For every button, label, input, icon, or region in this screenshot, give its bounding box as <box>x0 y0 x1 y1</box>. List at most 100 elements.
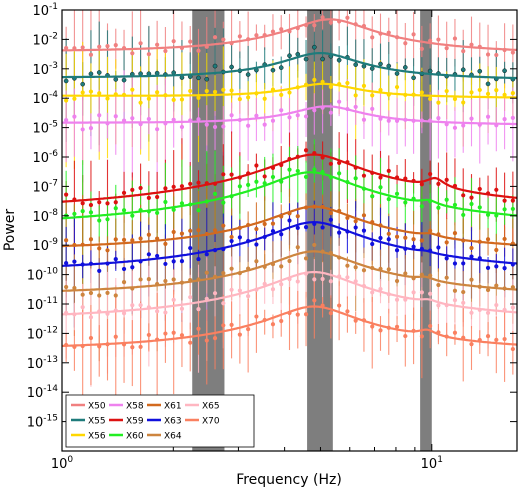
data-point-x70-47 <box>452 330 458 335</box>
data-point-x70-22 <box>246 327 251 332</box>
data-point-x63-21 <box>237 235 242 240</box>
data-point-x60-54 <box>510 206 515 212</box>
data-point-x56-40 <box>394 84 400 90</box>
data-point-x59-44 <box>428 171 433 177</box>
data-point-x60-1 <box>72 211 77 216</box>
data-point-x59-29 <box>303 148 309 153</box>
data-point-x63-45 <box>436 245 441 250</box>
data-point-x70-23 <box>254 314 259 319</box>
y-tick-label: 10-2 <box>32 31 58 48</box>
model-line-x56 <box>62 82 517 99</box>
data-point-x59-49 <box>469 195 474 200</box>
data-point-x60-27 <box>287 167 292 172</box>
y-tick-exponent: -15 <box>43 414 58 424</box>
data-point-x65-30 <box>312 277 317 282</box>
data-point-x58-25 <box>270 118 276 123</box>
data-point-x58-39 <box>386 118 391 123</box>
data-point-x64-0 <box>64 284 69 290</box>
data-point-x63-53 <box>502 265 507 271</box>
data-point-x61-52 <box>494 247 499 253</box>
data-point-x64-49 <box>469 277 474 282</box>
data-point-x50-23 <box>254 33 259 38</box>
data-point-x64-52 <box>494 283 499 288</box>
model-line-x59 <box>62 153 517 203</box>
data-point-x56-2 <box>80 90 85 95</box>
data-point-x63-35 <box>353 225 358 230</box>
data-point-x50-9 <box>138 41 143 46</box>
data-point-x58-51 <box>485 114 491 119</box>
data-point-x64-26 <box>279 264 284 269</box>
data-point-x65-19 <box>221 301 226 306</box>
y-tick-label: 10-13 <box>27 355 58 372</box>
data-point-x59-43 <box>419 182 424 187</box>
data-point-x60-6 <box>113 206 118 211</box>
data-point-x61-10 <box>146 232 151 237</box>
data-point-x58-30 <box>312 108 317 113</box>
data-point-x50-48 <box>461 49 466 54</box>
data-point-x55-18 <box>212 63 218 69</box>
data-point-x50-19 <box>221 37 226 42</box>
y-tick-base: 10 <box>27 357 44 372</box>
data-point-x60-12 <box>163 199 168 205</box>
legend-label-x70: X70 <box>202 417 220 427</box>
data-point-x64-46 <box>444 275 449 280</box>
data-point-x60-49 <box>469 201 474 207</box>
data-point-x50-2 <box>80 45 85 50</box>
y-tick-exponent: -14 <box>43 384 58 394</box>
data-point-x65-11 <box>155 309 160 314</box>
data-point-x50-0 <box>64 45 69 51</box>
data-point-x70-9 <box>138 344 143 349</box>
data-point-x58-24 <box>262 122 267 127</box>
data-point-x63-48 <box>461 261 466 266</box>
data-point-x55-14 <box>179 75 185 80</box>
data-point-x63-14 <box>179 259 185 264</box>
data-point-x63-17 <box>204 252 209 257</box>
data-point-x55-0 <box>63 78 69 84</box>
data-point-x50-42 <box>411 32 416 37</box>
data-point-x65-43 <box>419 290 424 295</box>
data-point-x64-40 <box>394 278 400 284</box>
data-point-x64-1 <box>72 285 77 291</box>
data-point-x56-34 <box>345 80 350 86</box>
data-point-x50-46 <box>444 46 449 51</box>
data-point-x59-38 <box>378 175 383 180</box>
data-point-x64-12 <box>163 278 168 284</box>
data-point-x55-38 <box>378 61 383 67</box>
data-point-x56-17 <box>204 88 209 94</box>
data-point-x60-50 <box>477 205 482 210</box>
data-point-x58-36 <box>361 117 367 122</box>
data-point-x50-52 <box>494 52 499 58</box>
data-point-x50-32 <box>328 20 333 25</box>
data-point-x61-46 <box>444 240 449 245</box>
data-point-x60-18 <box>212 191 218 196</box>
legend-label-x58: X58 <box>126 402 144 412</box>
data-point-x64-6 <box>113 293 118 298</box>
data-point-x59-46 <box>444 177 449 182</box>
data-point-x50-18 <box>212 35 218 40</box>
data-point-x61-8 <box>130 238 135 243</box>
data-point-x65-25 <box>270 287 276 292</box>
data-point-x70-8 <box>130 345 135 350</box>
data-point-x56-8 <box>130 87 135 92</box>
data-point-x55-37 <box>369 66 375 71</box>
data-point-x56-22 <box>246 95 251 100</box>
data-point-x61-40 <box>394 234 400 239</box>
data-point-x61-47 <box>452 231 458 236</box>
legend-label-x61: X61 <box>164 402 182 412</box>
data-point-x60-2 <box>80 209 85 214</box>
data-point-x70-49 <box>469 342 474 347</box>
data-point-x65-7 <box>121 311 127 316</box>
data-point-x56-19 <box>221 87 226 92</box>
data-point-x55-26 <box>278 65 284 70</box>
data-point-x70-14 <box>179 333 185 338</box>
y-tick-exponent: -6 <box>49 149 58 159</box>
data-point-x65-2 <box>80 305 85 310</box>
data-point-x63-23 <box>254 242 259 247</box>
data-point-x70-37 <box>370 324 375 329</box>
data-point-x70-19 <box>221 323 226 328</box>
data-point-x59-39 <box>386 168 391 173</box>
legend-label-x56: X56 <box>88 432 106 442</box>
data-point-x58-1 <box>72 114 77 119</box>
data-point-x63-4 <box>97 268 102 273</box>
data-point-x64-13 <box>171 277 176 282</box>
